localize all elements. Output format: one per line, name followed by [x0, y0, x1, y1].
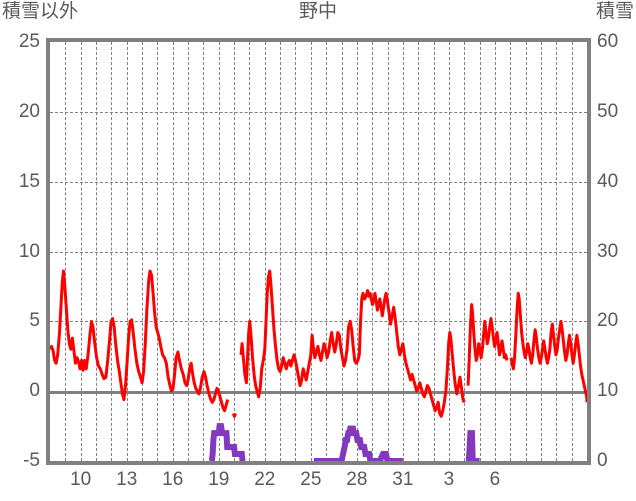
- x-axis-tick-label: 25: [300, 469, 322, 490]
- page-title: 野中: [298, 1, 337, 22]
- horizontal-gridline: [50, 111, 587, 113]
- x-axis-tick-label: 3: [443, 469, 455, 490]
- x-axis-tick-label: 31: [392, 469, 414, 490]
- series-other-line: [50, 269, 587, 418]
- y-axis-right-tick-label: 0: [597, 450, 608, 471]
- y-axis-right-tick-label: 60: [597, 31, 619, 52]
- zero-line: [50, 391, 587, 395]
- plot-area: [46, 38, 591, 465]
- x-axis-tick-label: 22: [254, 469, 276, 490]
- x-axis-tick-label: 10: [70, 469, 92, 490]
- series-layer: [50, 269, 587, 461]
- plot-inner: [50, 42, 587, 461]
- y-axis-right-tick-label: 10: [597, 380, 619, 402]
- y-axis-right-tick-label: 30: [597, 240, 619, 262]
- horizontal-gridline: [50, 251, 587, 253]
- x-axis-tick-label: 16: [162, 469, 184, 490]
- y-axis-right-tick-label: 40: [597, 170, 619, 192]
- y-axis-left-tick-label: 5: [29, 310, 40, 332]
- horizontal-gridline: [50, 181, 587, 183]
- y-axis-left-tick-label: 10: [18, 240, 40, 262]
- x-axis-tick-label: 13: [116, 469, 138, 490]
- y-axis-left-tick-label: 0: [29, 380, 40, 402]
- y-axis-right-tick-label: 50: [597, 100, 619, 122]
- x-axis-tick-label: 19: [208, 469, 230, 490]
- x-axis-tick-label: 28: [346, 469, 368, 490]
- left-axis-title: 積雪以外: [2, 1, 79, 22]
- y-axis-left-tick-label: 15: [18, 170, 40, 192]
- y-axis-left-tick-label: 25: [18, 31, 40, 52]
- horizontal-gridline: [50, 321, 587, 323]
- x-axis-tick-label: 6: [489, 469, 501, 490]
- y-axis-left-tick-label: -5: [23, 450, 40, 471]
- series-snow-line: [212, 426, 587, 461]
- y-axis-left-tick-label: 20: [18, 100, 40, 122]
- y-axis-right-tick-label: 20: [597, 310, 619, 332]
- right-axis-title: 積雪: [595, 1, 634, 22]
